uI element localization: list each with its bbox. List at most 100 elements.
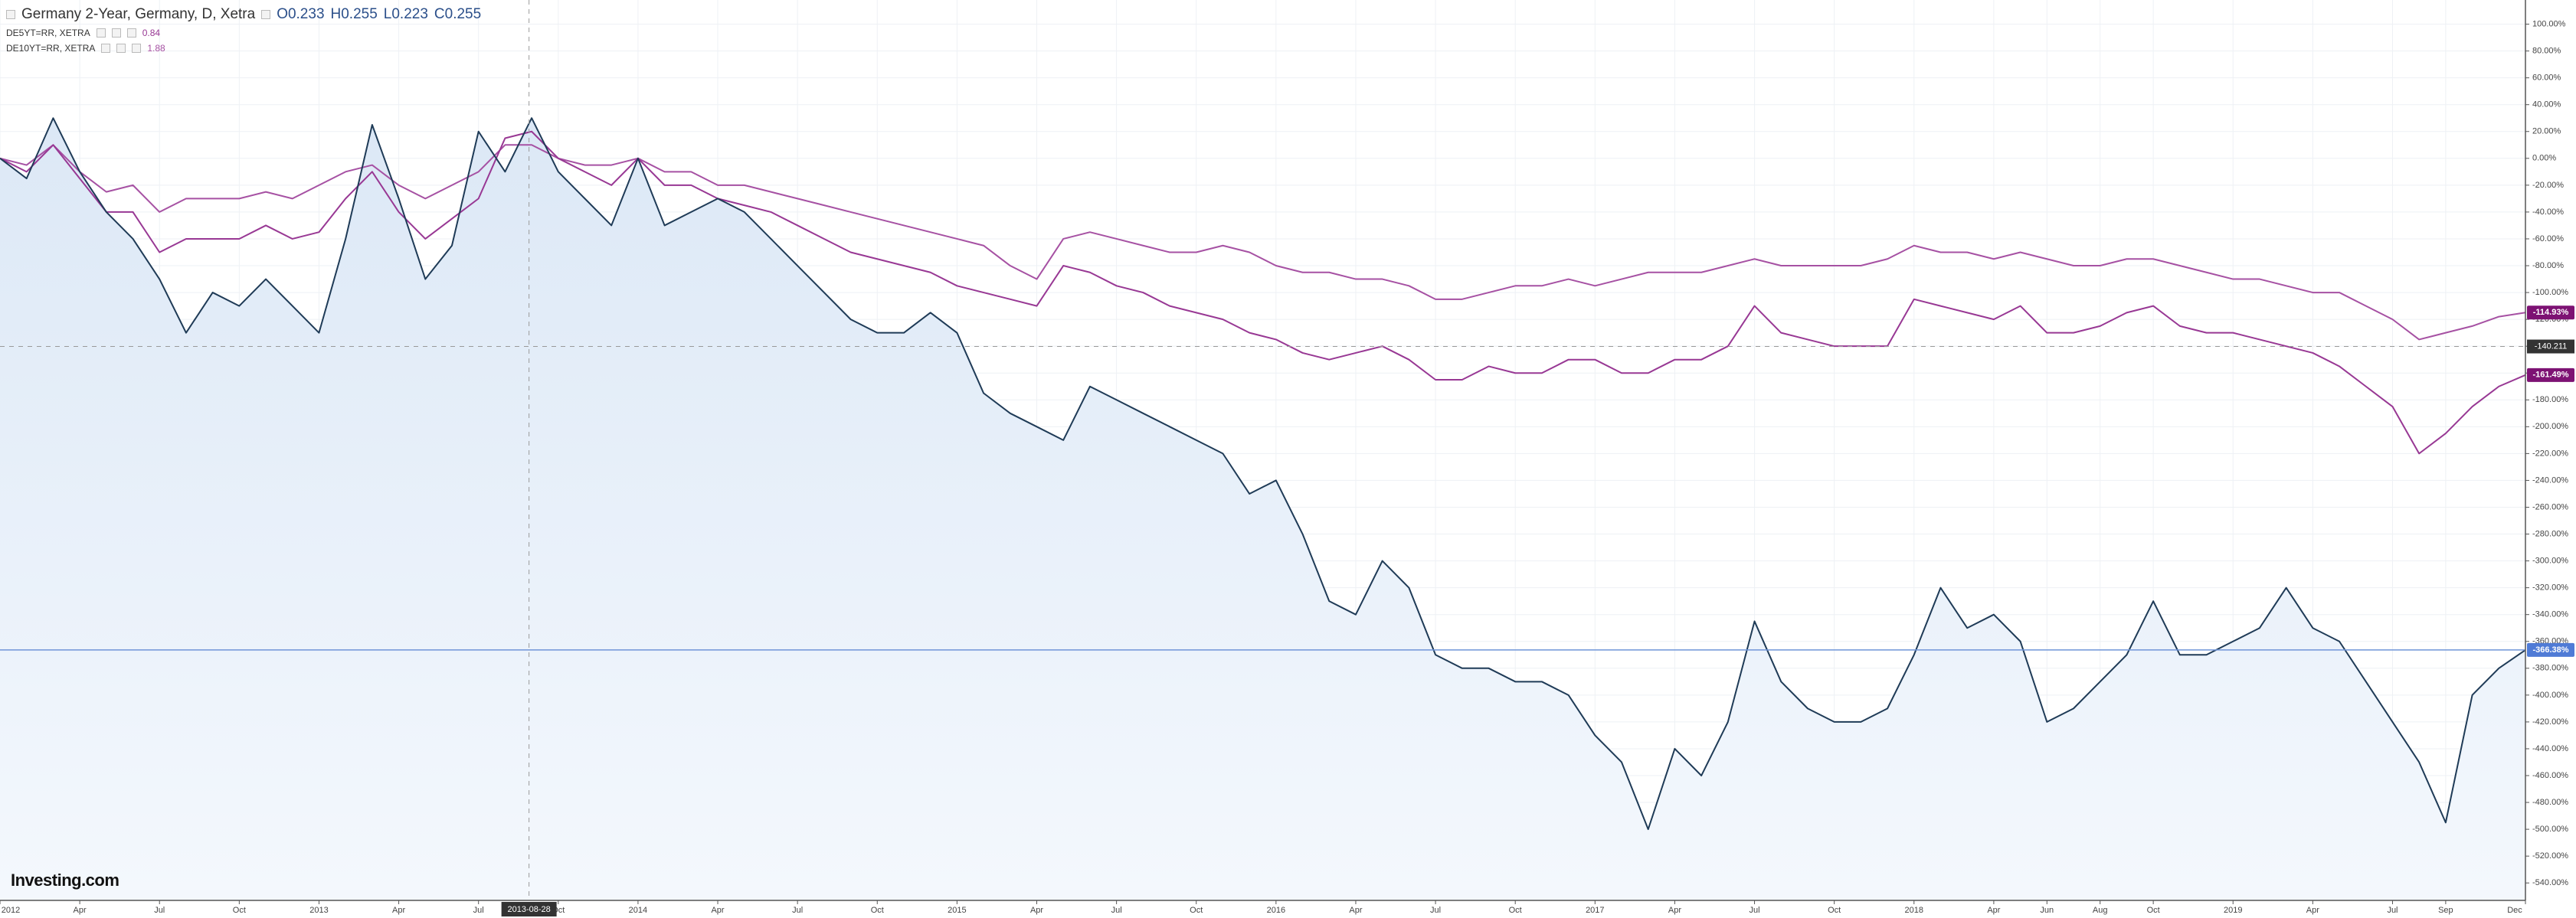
compare-legend-row: DE5YT=RR, XETRA 0.84 (6, 28, 481, 38)
line-series (0, 117, 2526, 831)
x-tick-label: Apr (1668, 906, 1681, 915)
x-tick-label: Oct (1828, 906, 1841, 915)
x-tick-label: Oct (233, 906, 246, 915)
crosshair-y-badge (2527, 339, 2574, 354)
x-tick-label: Jun (2040, 906, 2054, 915)
x-tick-label: 2019 (2224, 906, 2242, 915)
y-tick-label: -220.00% (2532, 449, 2568, 458)
series-name: Germany 2-Year, Germany, D, Xetra (21, 6, 256, 22)
y-tick-label: -260.00% (2532, 502, 2568, 511)
y-tick-label: -420.00% (2532, 717, 2568, 727)
y-tick-label: -540.00% (2532, 878, 2568, 887)
y-tick-label: -300.00% (2532, 556, 2568, 565)
y-tick-label: -380.00% (2532, 664, 2568, 673)
x-tick-label: 2016 (1267, 906, 1285, 915)
x-tick-label: Apr (392, 906, 405, 915)
y-tick-label: -60.00% (2532, 234, 2564, 243)
x-tick-label: Apr (711, 906, 724, 915)
x-tick-label: Jul (792, 906, 803, 915)
remove-button[interactable] (126, 28, 136, 38)
y-tick-label: 40.00% (2532, 100, 2561, 109)
y-tick-label: -280.00% (2532, 529, 2568, 538)
ohlc-value: H0.255 (330, 6, 378, 22)
y-tick-label: 100.00% (2532, 19, 2566, 28)
last-value-label: -114.93% (2533, 308, 2569, 317)
line-series (0, 130, 2526, 455)
compare-legend-row: DE10YT=RR, XETRA 1.88 (6, 43, 481, 54)
x-axis-panel (0, 900, 2525, 918)
y-tick-label: 0.00% (2532, 154, 2556, 163)
x-tick-label: Sep (2438, 906, 2453, 915)
y-tick-label: -20.00% (2532, 181, 2564, 190)
x-tick-label: Aug (2093, 906, 2108, 915)
remove-button[interactable] (132, 44, 142, 53)
x-tick-label: 2013 (309, 906, 328, 915)
y-tick-label: 80.00% (2532, 47, 2561, 56)
series-name: DE10YT=RR, XETRA (6, 43, 96, 54)
x-tick-label: Apr (1349, 906, 1362, 915)
settings-button[interactable] (261, 10, 271, 19)
x-tick-label: Oct (2147, 906, 2160, 915)
x-tick-label: Dec (2507, 906, 2522, 915)
y-tick-label: -180.00% (2532, 395, 2568, 404)
x-tick-label: Apr (1987, 906, 2000, 915)
ohlc-value: O0.233 (277, 6, 325, 22)
y-tick-label: -240.00% (2532, 475, 2568, 485)
x-tick-label: 2017 (1586, 906, 1604, 915)
last-value-label: -366.38% (2532, 645, 2568, 655)
settings-button[interactable] (101, 44, 111, 53)
x-tick-label: Jul (1750, 906, 1760, 915)
crosshair-y-label: -140.211 (2535, 341, 2568, 351)
y-tick-label: -40.00% (2532, 207, 2564, 217)
main-legend-row: Germany 2-Year, Germany, D, Xetra O0.233… (6, 6, 481, 23)
y-tick-label: -440.00% (2532, 744, 2568, 753)
x-tick-label: Apr (2306, 906, 2319, 915)
x-tick-label: 2018 (1905, 906, 1923, 915)
last-value-label: -161.49% (2532, 371, 2568, 380)
legend-value: 1.88 (147, 43, 165, 54)
y-tick-label: -480.00% (2532, 798, 2568, 807)
last-value-badge (2527, 305, 2574, 320)
hide-button[interactable] (116, 44, 126, 53)
x-tick-label: Oct (1190, 906, 1203, 915)
x-tick-label: Oct (871, 906, 884, 915)
x-tick-label: Jul (2387, 906, 2398, 915)
y-tick-label: -500.00% (2532, 825, 2568, 834)
line-series (0, 144, 2526, 341)
y-tick-label: 20.00% (2532, 127, 2561, 136)
ohlc-value: L0.223 (383, 6, 428, 22)
x-tick-label: Oct (1509, 906, 1522, 915)
crosshair-x-badge (501, 902, 557, 916)
x-tick-label: Jul (154, 906, 165, 915)
hide-button[interactable] (111, 28, 121, 38)
y-tick-label: -340.00% (2532, 610, 2568, 619)
crosshair-x-label: 2013-08-28 (507, 905, 550, 914)
area (0, 118, 2525, 901)
last-value-badge (2527, 368, 2574, 382)
y-tick-label: -80.00% (2532, 261, 2564, 270)
x-tick-label: Apr (74, 906, 87, 915)
y-tick-label: -320.00% (2532, 583, 2568, 593)
x-tick-label: Apr (1030, 906, 1043, 915)
y-tick-label: 60.00% (2532, 74, 2561, 83)
x-tick-label: Jul (473, 906, 484, 915)
collapse-button[interactable] (6, 10, 15, 19)
ohlc-value: C0.255 (434, 6, 482, 22)
x-tick-label: 2015 (948, 906, 966, 915)
legend-value: 0.84 (142, 28, 161, 38)
y-tick-label: -400.00% (2532, 691, 2568, 700)
y-tick-label: -100.00% (2532, 288, 2568, 297)
x-tick-label: 2014 (629, 906, 647, 915)
x-tick-label: 2012 (2, 906, 20, 915)
x-tick-label: Jul (1430, 906, 1441, 915)
series-name: DE5YT=RR, XETRA (6, 28, 90, 38)
settings-button[interactable] (96, 28, 106, 38)
y-axis-panel (2525, 0, 2576, 918)
x-tick-label: Jul (1111, 906, 1122, 915)
legend: Germany 2-Year, Germany, D, Xetra O0.233… (6, 6, 481, 54)
y-tick-label: -200.00% (2532, 422, 2568, 431)
